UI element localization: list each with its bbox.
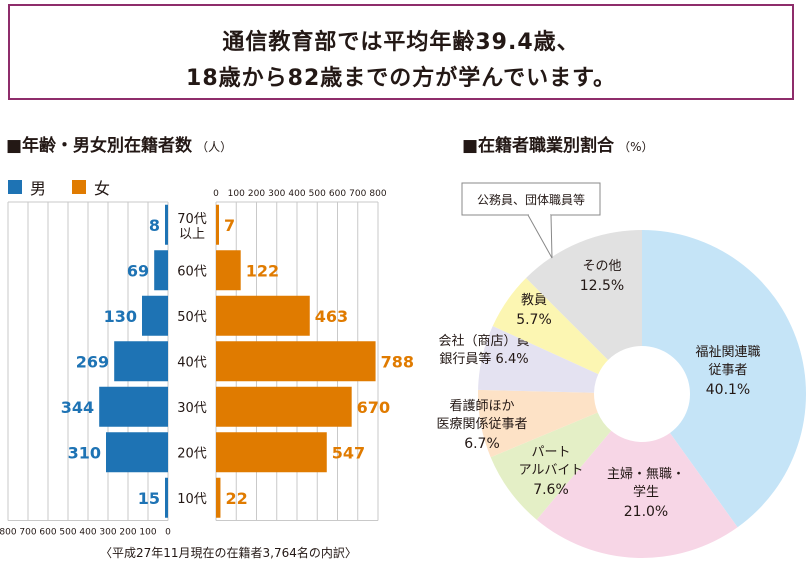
job-chart-title-text: ■在籍者職業別割合 bbox=[462, 136, 615, 156]
age-category-label: 10代 bbox=[177, 492, 207, 507]
male-axis-tick-label: 300 bbox=[99, 528, 116, 538]
headline-line-1: 通信教育部では平均年齢39.4歳、 bbox=[222, 30, 580, 55]
age-chart-unit: （人） bbox=[196, 140, 233, 154]
male-axis-tick-label: 400 bbox=[79, 528, 96, 538]
female-bar bbox=[216, 386, 352, 427]
female-bar bbox=[216, 341, 376, 382]
female-axis-tick-label: 0 bbox=[213, 189, 219, 199]
female-axis-tick-label: 100 bbox=[228, 189, 245, 199]
legend-male-label: 男 bbox=[30, 179, 47, 198]
headline-box: 通信教育部では平均年齢39.4歳、 18歳から82歳までの方が学んでいます。 bbox=[8, 4, 794, 100]
job-chart-unit: （%） bbox=[618, 140, 654, 154]
male-bar bbox=[165, 204, 168, 245]
female-bar bbox=[216, 432, 327, 473]
legend-male-swatch bbox=[8, 180, 22, 194]
female-axis-tick-label: 700 bbox=[349, 189, 366, 199]
age-chart-footnote: 〈平成27年11月現在の在籍者3,764名の内訳〉 bbox=[100, 546, 357, 560]
female-axis-tick-label: 200 bbox=[248, 189, 265, 199]
female-value-label: 463 bbox=[315, 307, 348, 326]
male-bar bbox=[99, 386, 168, 427]
male-axis-tick-label: 600 bbox=[39, 528, 56, 538]
female-bar bbox=[216, 204, 219, 245]
legend-male: 男 bbox=[8, 175, 46, 199]
male-bar bbox=[106, 432, 168, 473]
age-category-label: 20代 bbox=[177, 446, 207, 461]
male-axis-tick-label: 800 bbox=[0, 528, 17, 538]
male-axis-tick-label: 0 bbox=[165, 528, 171, 538]
age-category-label: 以上 bbox=[179, 227, 205, 242]
male-bar bbox=[142, 295, 168, 336]
age-category-label: 70代 bbox=[177, 212, 207, 227]
male-value-label: 8 bbox=[149, 216, 160, 235]
female-value-label: 7 bbox=[224, 216, 235, 235]
female-value-label: 547 bbox=[332, 443, 365, 462]
male-axis-tick-label: 100 bbox=[139, 528, 156, 538]
headline-line-2: 18歳から82歳までの方が学んでいます。 bbox=[186, 66, 616, 91]
female-axis-tick-label: 300 bbox=[268, 189, 285, 199]
age-chart-title-text: ■年齢・男女別在籍者数 bbox=[6, 136, 193, 156]
legend-female-swatch bbox=[72, 180, 86, 194]
female-value-label: 670 bbox=[357, 398, 390, 417]
male-value-label: 344 bbox=[61, 398, 94, 417]
legend-female: 女 bbox=[72, 175, 110, 199]
female-bar bbox=[216, 295, 310, 336]
male-value-label: 15 bbox=[138, 489, 160, 508]
job-chart-title: ■在籍者職業別割合 （%） bbox=[462, 131, 653, 156]
male-bar bbox=[165, 477, 168, 518]
female-value-label: 122 bbox=[246, 261, 279, 280]
female-axis-tick-label: 800 bbox=[369, 189, 386, 199]
age-category-label: 60代 bbox=[177, 264, 207, 279]
female-bar bbox=[216, 477, 221, 518]
male-value-label: 130 bbox=[104, 307, 137, 326]
male-axis-tick-label: 700 bbox=[19, 528, 36, 538]
female-value-label: 788 bbox=[381, 352, 414, 371]
male-axis-tick-label: 200 bbox=[119, 528, 136, 538]
male-bar bbox=[154, 250, 168, 291]
male-value-label: 69 bbox=[127, 261, 149, 280]
age-category-label: 40代 bbox=[177, 355, 207, 370]
male-value-label: 269 bbox=[76, 352, 109, 371]
female-axis-tick-label: 600 bbox=[329, 189, 346, 199]
legend-female-label: 女 bbox=[94, 179, 111, 198]
age-category-label: 50代 bbox=[177, 310, 207, 325]
female-value-label: 22 bbox=[225, 489, 247, 508]
female-bar bbox=[216, 250, 241, 291]
male-axis-tick-label: 500 bbox=[59, 528, 76, 538]
female-axis-tick-label: 400 bbox=[288, 189, 305, 199]
age-chart-title: ■年齢・男女別在籍者数 （人） bbox=[6, 131, 232, 156]
female-axis-tick-label: 500 bbox=[309, 189, 326, 199]
male-bar bbox=[114, 341, 168, 382]
male-value-label: 310 bbox=[68, 443, 101, 462]
age-category-label: 30代 bbox=[177, 401, 207, 416]
